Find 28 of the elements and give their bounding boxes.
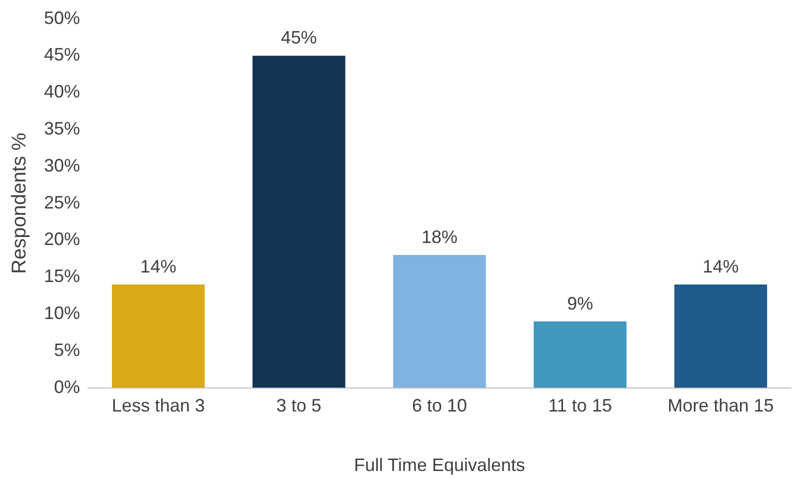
y-tick-label: 5%	[54, 340, 80, 360]
data-label: 14%	[702, 256, 739, 276]
x-tick-label: More than 15	[668, 396, 774, 416]
y-tick-label: 50%	[44, 8, 80, 28]
y-tick-label: 45%	[44, 44, 80, 65]
y-tick-label: 15%	[44, 266, 80, 286]
y-tick-label: 20%	[44, 229, 80, 250]
data-label: 18%	[422, 226, 458, 247]
x-tick-label: 11 to 15	[548, 396, 612, 416]
y-tick-label: 25%	[44, 192, 80, 212]
y-tick-label: 10%	[44, 302, 80, 323]
x-tick-label: 6 to 10	[412, 396, 468, 416]
x-axis-title: Full Time Equivalents	[354, 455, 526, 476]
x-tick-label: 3 to 5	[276, 396, 322, 416]
bar	[674, 284, 768, 388]
y-tick-label: 40%	[44, 82, 80, 102]
y-axis-title: Respondents %	[8, 132, 31, 274]
bar	[393, 254, 486, 388]
bar	[534, 321, 627, 388]
y-tick-label: 35%	[44, 118, 80, 138]
y-tick-label: 30%	[44, 155, 80, 176]
bar	[112, 284, 205, 388]
data-label: 45%	[280, 28, 317, 48]
y-tick-label: 0%	[54, 376, 80, 397]
data-label: 9%	[567, 293, 594, 314]
data-label: 14%	[140, 256, 176, 276]
x-tick-label: Less than 3	[112, 396, 205, 416]
bar	[252, 56, 346, 388]
